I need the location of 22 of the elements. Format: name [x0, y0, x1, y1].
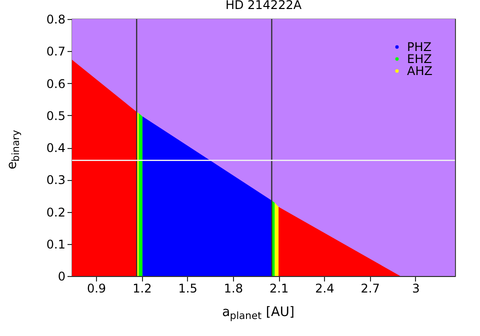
- x-tick-label: 2.1: [270, 282, 289, 296]
- x-tick-label: 2.4: [315, 282, 334, 296]
- chart-title: HD 214222A: [225, 0, 302, 12]
- x-tick-label: 1.2: [132, 282, 152, 296]
- y-tick-label: 0: [58, 270, 66, 284]
- legend-label: PHZ: [407, 40, 432, 54]
- y-tick-label: 0.2: [46, 205, 66, 220]
- x-tick-label: 3: [412, 282, 420, 296]
- x-tick-label: 0.9: [86, 282, 106, 296]
- legend-label: AHZ: [407, 64, 432, 78]
- x-tick-label: 1.5: [178, 282, 198, 296]
- legend-label: EHZ: [407, 52, 432, 66]
- y-tick-label: 0.6: [46, 76, 66, 91]
- y-tick-label: 0.3: [46, 173, 66, 188]
- y-axis-title: ebinary: [5, 130, 22, 170]
- y-tick-label: 0.8: [46, 12, 66, 26]
- y-tick-label: 0.5: [46, 108, 66, 123]
- y-tick-label: 0.1: [46, 237, 66, 252]
- y-tick-label: 0.4: [46, 141, 66, 155]
- x-tick-label: 1.8: [224, 282, 243, 296]
- x-tick-label: 2.7: [360, 282, 380, 296]
- y-tick-label: 0.7: [46, 44, 66, 59]
